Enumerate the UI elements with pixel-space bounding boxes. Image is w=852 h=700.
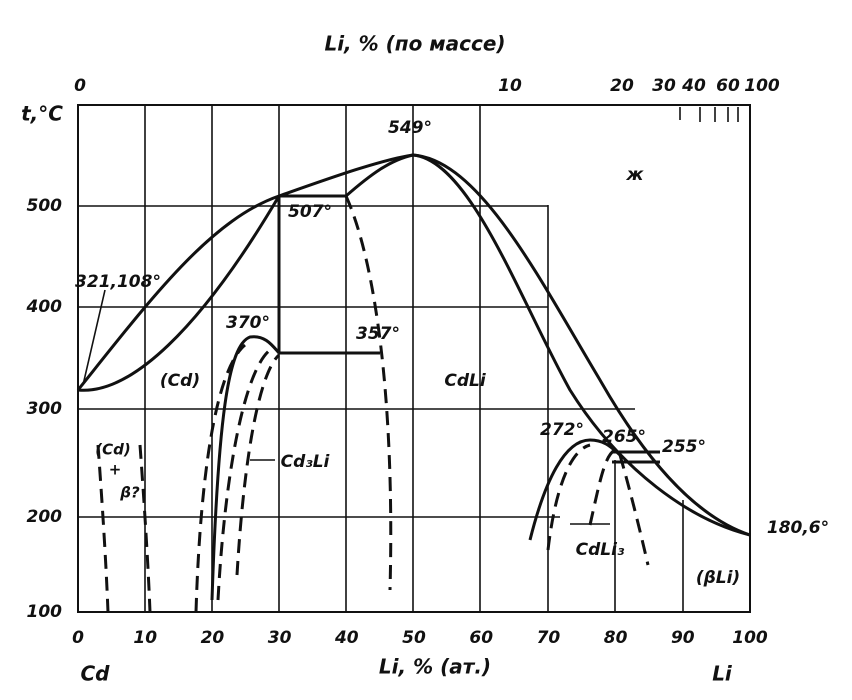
x-tick-label: 50	[402, 628, 426, 648]
top-tick-label: 40	[681, 76, 706, 96]
y-tick-label: 200	[27, 507, 63, 527]
y-tick-label: 100	[27, 602, 63, 622]
right-element: Li	[712, 662, 733, 686]
x-tick-label: 60	[469, 628, 493, 648]
left-element: Cd	[81, 662, 111, 686]
x-tick-label: 80	[604, 628, 628, 648]
annotation: ж	[626, 165, 645, 185]
x-axis-title: Li, % (ат.)	[379, 655, 491, 679]
annotation: 507°	[288, 202, 332, 222]
annotation: (Cd)	[160, 371, 200, 391]
x-tick-label: 90	[671, 628, 695, 648]
top-tick-label: 20	[610, 76, 634, 96]
x-tick-label: 0	[72, 628, 84, 648]
annotation: CdLi₃	[576, 540, 625, 560]
x-tick-label: 30	[268, 628, 292, 648]
y-axis-title: t,°C	[21, 102, 63, 126]
phase-curves	[76, 153, 751, 613]
annotation: CdLi	[444, 371, 486, 391]
top-tick-label: 0	[74, 76, 86, 96]
annotation: 357°	[356, 324, 400, 344]
annotation: 265°	[602, 427, 646, 447]
annotation: +	[109, 461, 122, 479]
x-tick-label: 40	[334, 628, 359, 648]
x-tick-label: 100	[732, 628, 768, 648]
top-tick-label: 100	[744, 76, 780, 96]
annotation: 180,6°	[767, 518, 829, 538]
annotation: 272°	[540, 420, 584, 440]
top-axis-title: Li, % (по массе)	[324, 32, 505, 56]
x-tick-label: 10	[133, 628, 157, 648]
top-tick-label: 60	[716, 76, 740, 96]
y-tick-label: 500	[27, 196, 63, 216]
y-tick-label: 400	[26, 297, 63, 317]
annotation: 370°	[226, 313, 270, 333]
annotation: 321,108°	[75, 272, 161, 292]
annotation: 255°	[662, 437, 706, 457]
x-tick-label: 70	[537, 628, 561, 648]
annotation: (Cd)	[95, 441, 130, 459]
top-tick-label: 30	[652, 76, 676, 96]
top-tick-label: 10	[498, 76, 522, 96]
y-tick-label: 300	[27, 399, 63, 419]
annotation: (βLi)	[696, 568, 740, 588]
annotation: β?	[119, 484, 140, 502]
annotation: 549°	[388, 118, 432, 138]
frame-and-grid	[77, 104, 751, 613]
x-tick-label: 20	[201, 628, 225, 648]
annotation: Cd₃Li	[281, 452, 331, 472]
